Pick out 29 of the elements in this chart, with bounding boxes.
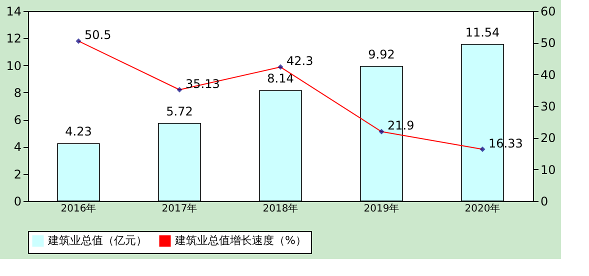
legend-label: 建筑业总值增长速度（%）	[174, 234, 306, 247]
y2-tick-label: 40	[540, 68, 556, 82]
x-tick-label: 2017年	[162, 202, 198, 214]
y-tick-label: 0	[14, 194, 22, 208]
y2-tick-label: 50	[540, 36, 556, 50]
x-tick-label: 2016年	[60, 202, 96, 214]
data-label: 9.92	[368, 47, 395, 62]
y2-tick-label: 60	[540, 4, 556, 18]
y2-tick-label: 20	[540, 131, 556, 146]
y-tick-label: 4	[14, 140, 22, 154]
data-label: 42.3	[286, 54, 314, 68]
y-tick-label: 2	[14, 167, 22, 182]
y-tick-label: 14	[6, 4, 22, 18]
x-tick-label: 2019年	[364, 202, 400, 214]
x-tick-label: 2020年	[464, 202, 500, 214]
y-tick-label: 12	[6, 32, 22, 46]
y-tick-label: 6	[14, 113, 22, 128]
data-label: 11.54	[465, 25, 500, 40]
data-label: 8.14	[267, 72, 294, 86]
data-label: 4.23	[65, 124, 92, 139]
data-label: 5.72	[166, 104, 193, 118]
y-tick-label: 10	[6, 58, 22, 73]
x-tick-label: 2018年	[262, 202, 298, 214]
y2-tick-label: 10	[540, 162, 556, 177]
y2-tick-label: 0	[540, 194, 548, 208]
y2-tick-label: 30	[540, 100, 556, 114]
data-label: 50.5	[84, 28, 112, 42]
legend-label: 建筑业总值（亿元）	[47, 234, 147, 247]
y-tick-label: 8	[14, 86, 22, 100]
